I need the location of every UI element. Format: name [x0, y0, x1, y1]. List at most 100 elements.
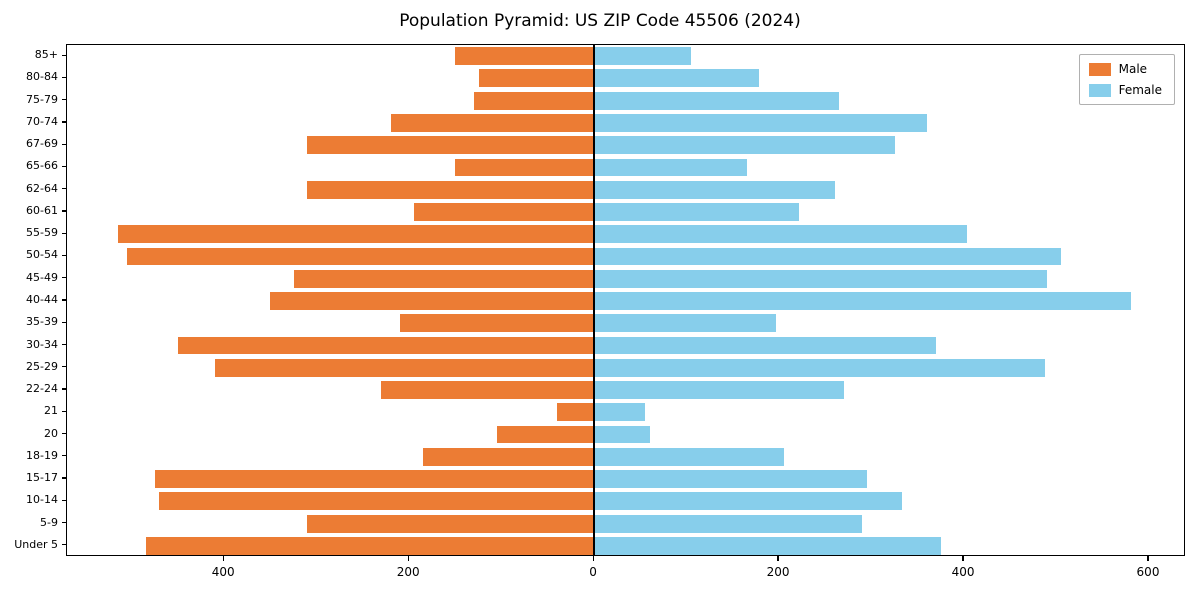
x-tick-label: 200 [766, 565, 790, 579]
x-tick-label: 200 [396, 565, 420, 579]
female-bar [594, 180, 835, 199]
y-tick-label: 60-61 [26, 203, 58, 217]
y-tick-mark [62, 121, 66, 123]
female-bar [594, 269, 1048, 288]
y-tick-mark [62, 188, 66, 190]
zero-axis-line [593, 45, 595, 555]
x-tick-mark [222, 556, 224, 561]
legend-item-male: Male [1088, 62, 1162, 76]
male-bar [497, 425, 595, 444]
y-tick-label: 15-17 [26, 471, 58, 485]
x-tick-label: 400 [211, 565, 235, 579]
y-tick-mark [62, 522, 66, 524]
female-bar [594, 69, 759, 88]
y-tick-mark [62, 388, 66, 390]
male-bar [455, 47, 595, 66]
male-bar [390, 114, 595, 132]
x-tick-label: 600 [1136, 565, 1160, 579]
legend: Male Female [1078, 54, 1175, 105]
female-bar [594, 381, 844, 399]
male-bar [159, 492, 595, 511]
male-bar [293, 269, 595, 288]
male-legend-swatch [1088, 62, 1111, 76]
y-tick-label: 10-14 [26, 493, 58, 507]
male-bar [307, 514, 595, 533]
y-tick-mark [62, 299, 66, 301]
y-tick-mark [62, 76, 66, 78]
female-bar [594, 136, 895, 155]
y-tick-mark [62, 455, 66, 457]
female-legend-swatch [1088, 83, 1111, 97]
male-bar [117, 225, 595, 244]
y-tick-label: 40-44 [26, 293, 58, 306]
x-tick-mark [592, 556, 594, 561]
x-tick-label: 400 [951, 565, 975, 579]
y-tick-label: 30-34 [26, 337, 58, 351]
y-tick-label: 67-69 [26, 137, 58, 151]
x-tick-mark [962, 556, 964, 561]
y-tick-mark [62, 210, 66, 212]
male-bar [455, 158, 595, 177]
y-tick-label: 18-19 [26, 448, 58, 462]
male-bar [473, 91, 595, 110]
y-tick-label: 5-9 [40, 515, 58, 529]
y-tick-label: 21 [44, 404, 58, 418]
y-tick-label: 70-74 [26, 114, 58, 128]
plot-area: Male Female [66, 44, 1185, 556]
male-bar [127, 247, 595, 266]
female-bar [594, 403, 645, 422]
y-tick-mark [62, 343, 66, 346]
male-bar [381, 381, 595, 399]
y-tick-mark [62, 366, 66, 368]
y-tick-mark [62, 254, 66, 257]
female-legend-label: Female [1118, 83, 1162, 97]
male-bar [145, 536, 595, 555]
female-bar [594, 47, 692, 66]
y-tick-mark [62, 410, 66, 412]
female-bar [594, 114, 928, 132]
female-bar [594, 536, 941, 555]
y-tick-label: 25-29 [26, 359, 58, 373]
y-tick-mark [62, 54, 66, 56]
female-bar [594, 91, 840, 110]
y-tick-label: 22-24 [26, 382, 58, 396]
female-bar [594, 336, 937, 355]
y-tick-mark [62, 277, 66, 279]
male-bar [413, 203, 595, 221]
male-bar [557, 403, 595, 422]
y-tick-label: 55-59 [26, 226, 58, 240]
female-bar [594, 470, 867, 488]
y-tick-label: 65-66 [26, 159, 58, 173]
y-tick-mark [62, 432, 66, 435]
male-bar [478, 69, 595, 88]
y-tick-mark [62, 499, 66, 501]
y-tick-label: 85+ [34, 48, 58, 62]
female-bar [594, 492, 903, 511]
y-tick-mark [62, 99, 66, 101]
female-bar [594, 203, 800, 221]
female-bar [594, 314, 777, 333]
male-bar [399, 314, 595, 333]
y-tick-label: 20 [44, 426, 58, 440]
male-bar [307, 180, 595, 199]
y-tick-mark [62, 143, 66, 145]
y-tick-label: 80-84 [26, 70, 58, 84]
y-tick-label: 35-39 [26, 315, 58, 329]
female-bar [594, 358, 1046, 377]
female-bar [594, 447, 784, 466]
female-bar [594, 425, 650, 444]
male-bar [177, 336, 595, 355]
y-tick-mark [62, 321, 66, 323]
female-bar [594, 225, 967, 244]
y-tick-mark [62, 232, 66, 234]
female-bar [594, 247, 1062, 266]
female-bar [594, 158, 747, 177]
x-tick-mark [777, 556, 779, 561]
male-legend-label: Male [1118, 62, 1148, 76]
y-tick-mark [62, 544, 66, 546]
female-bar [594, 292, 1131, 310]
y-tick-mark [62, 165, 66, 168]
female-bar [594, 514, 863, 533]
y-tick-label: 75-79 [26, 92, 58, 106]
y-tick-label: 50-54 [26, 248, 58, 262]
